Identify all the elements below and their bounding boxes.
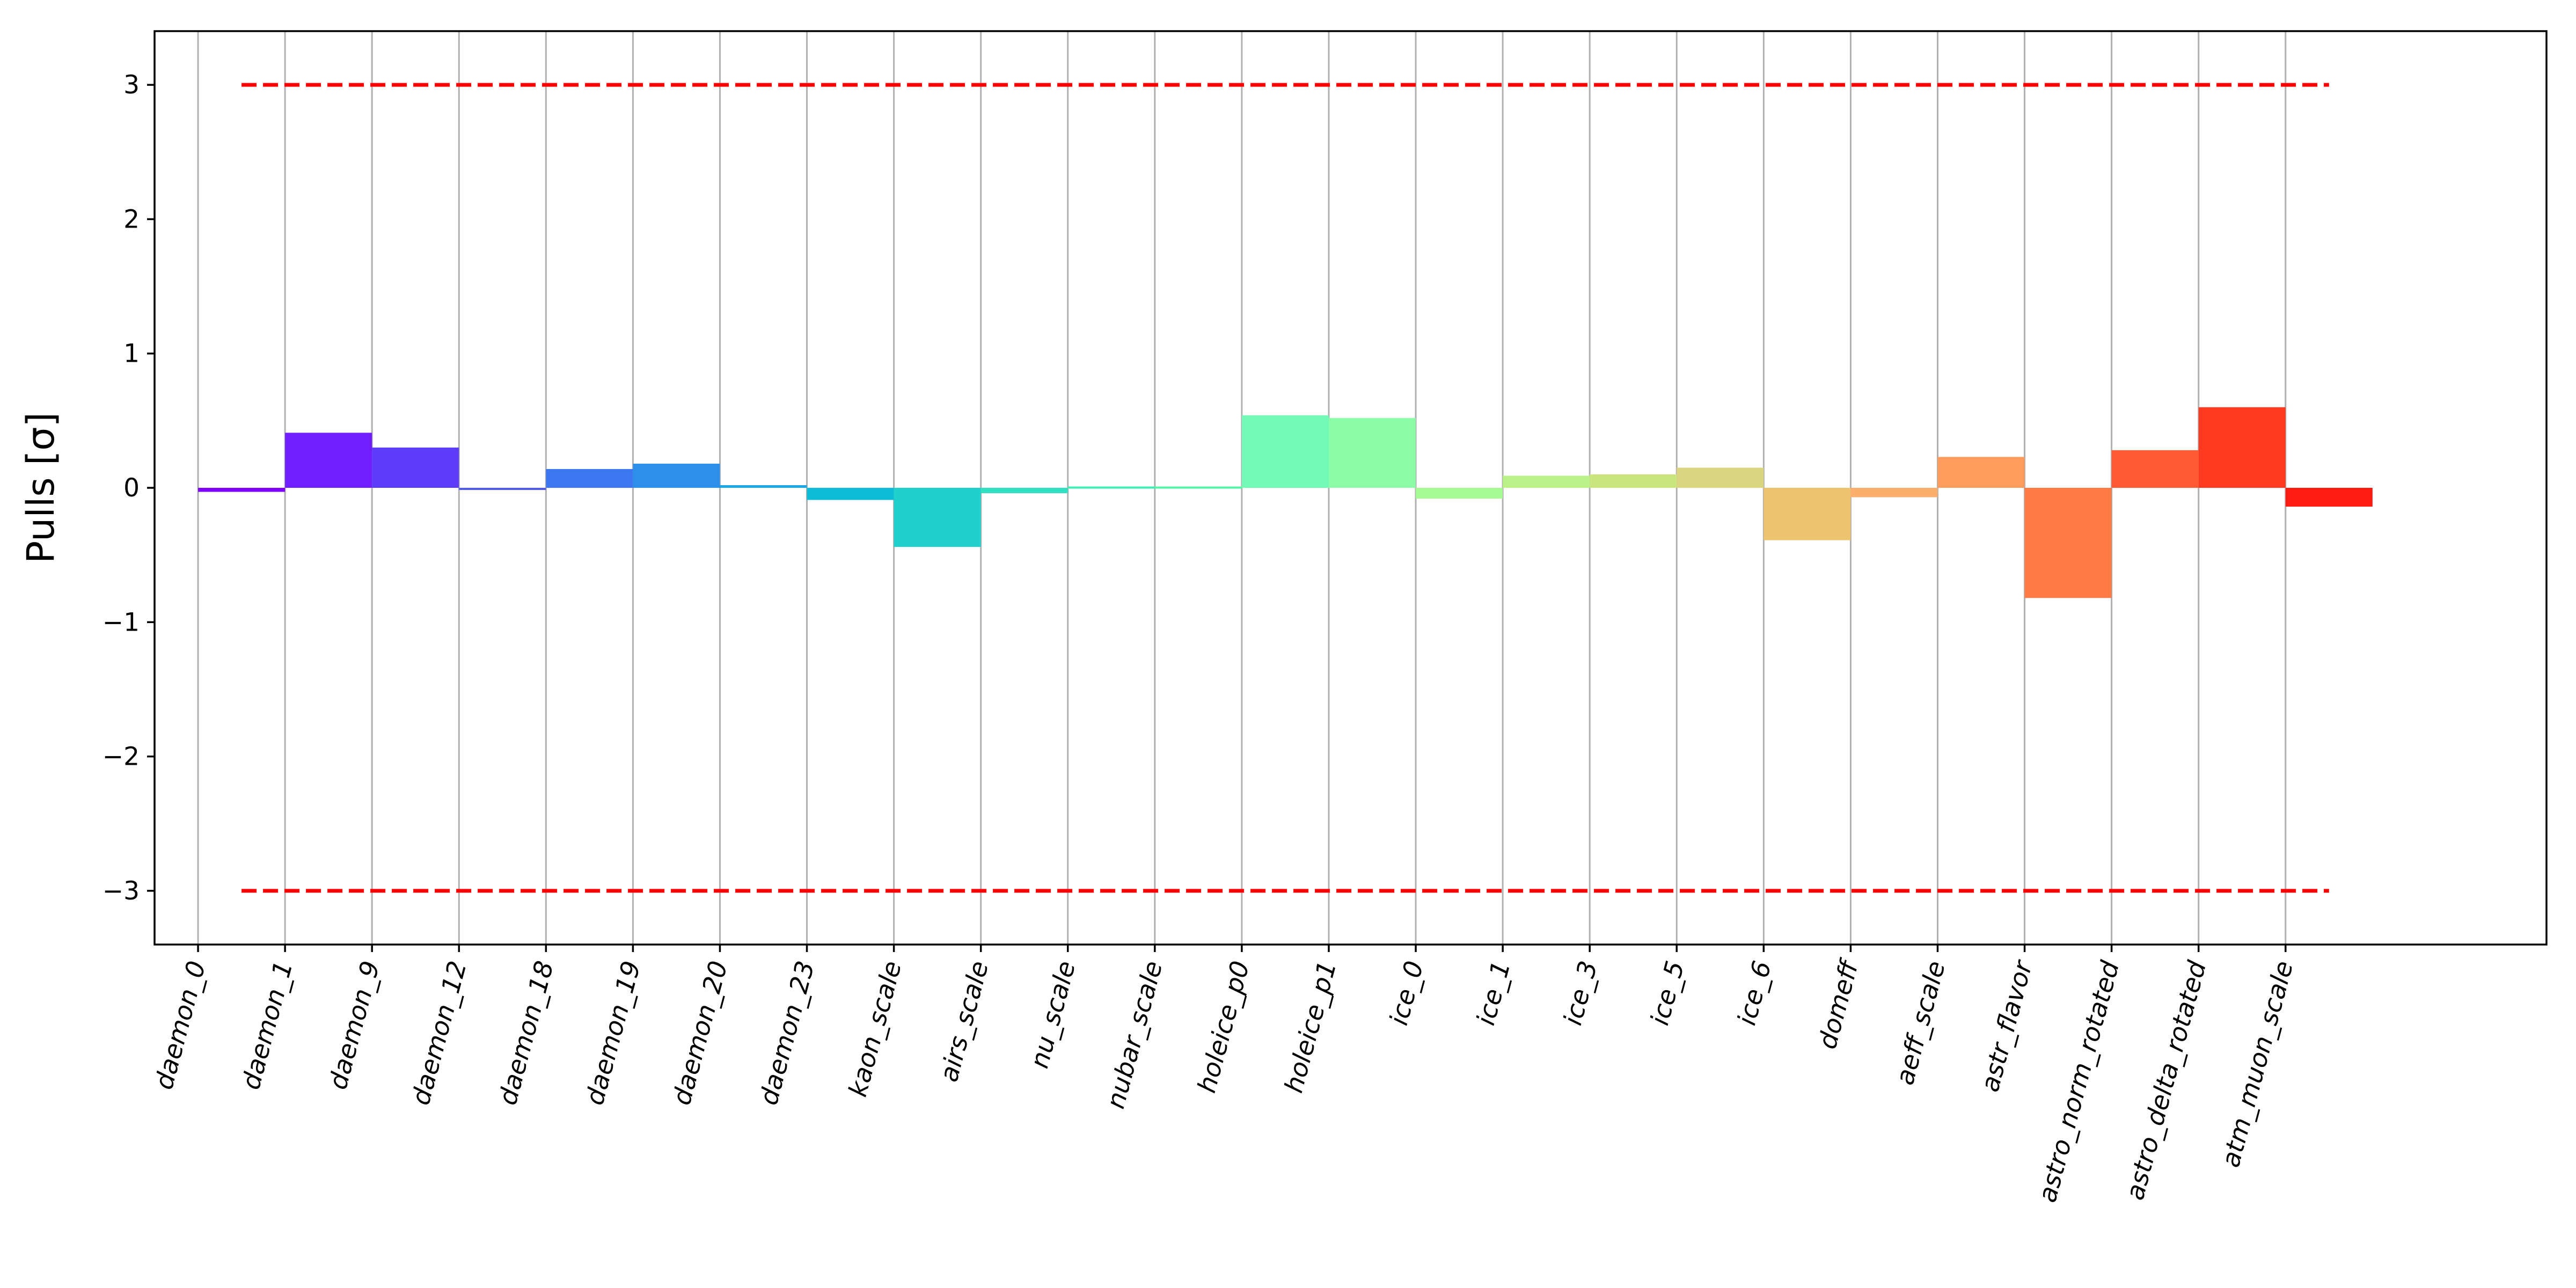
bar-ice_3: [1590, 474, 1677, 488]
bar-series: [198, 407, 2373, 598]
y-tick-label: 0: [123, 473, 140, 503]
x-tick-label: ice_1: [1471, 958, 1516, 1028]
bar-holeice_p1: [1328, 418, 1416, 488]
bar-nubar_scale: [1154, 486, 1242, 489]
bar-daemon_0: [198, 488, 286, 492]
x-tick-label: ice_3: [1558, 958, 1603, 1028]
bar-nu_scale: [1067, 486, 1155, 489]
x-tick-label: daemon_1: [236, 958, 299, 1093]
x-tick-label: astro_delta_rotated: [2120, 957, 2213, 1203]
y-tick-label: −2: [103, 742, 140, 772]
bar-ice_6: [1763, 488, 1851, 540]
bar-atm_muon_scale: [2285, 488, 2373, 507]
bar-ice_1: [1503, 475, 1590, 488]
bar-airs_scale: [980, 488, 1068, 494]
bar-astro_delta_rotated: [2198, 407, 2286, 488]
x-tick-label: ice_0: [1384, 958, 1429, 1028]
y-axis-ticks: −3 −2 −1 0 1 2 3: [103, 70, 155, 906]
bar-daemon_18: [546, 469, 633, 488]
bar-daemon_1: [285, 433, 372, 488]
x-tick-label: nubar_scale: [1101, 958, 1168, 1112]
x-tick-label: daemon_20: [667, 958, 734, 1108]
bar-ice_5: [1677, 467, 1764, 488]
x-tick-label: astro_norm_rotated: [2032, 957, 2125, 1206]
x-tick-label: airs_scale: [934, 958, 995, 1085]
x-axis-ticks: daemon_0 daemon_1 daemon_9 daemon_12 daemon_…: [149, 945, 2299, 1205]
bar-daemon_20: [720, 485, 807, 488]
bar-astr_flavor: [2024, 488, 2112, 598]
bar-aeff_scale: [1937, 457, 2025, 488]
x-tick-label: astr_flavor: [1975, 956, 2038, 1095]
bar-holeice_p0: [1241, 415, 1329, 488]
bar-astro_norm_rotated: [2111, 450, 2199, 488]
x-tick-label: atm_muon_scale: [2216, 958, 2299, 1170]
bar-kaon_scale: [894, 488, 981, 547]
y-axis-title: Pulls [σ]: [19, 412, 63, 564]
x-tick-label: nu_scale: [1024, 958, 1081, 1071]
y-tick-label: −1: [103, 608, 140, 637]
x-tick-label: domeff: [1813, 955, 1865, 1052]
y-tick-label: −3: [103, 876, 140, 906]
bar-daemon_19: [633, 463, 720, 488]
x-tick-label: daemon_19: [580, 958, 647, 1108]
x-tick-label: kaon_scale: [843, 958, 908, 1100]
bar-domeff: [1850, 488, 1938, 497]
x-tick-label: daemon_12: [406, 958, 472, 1108]
x-tick-label: holeice_p0: [1192, 958, 1255, 1096]
x-tick-label: ice_6: [1732, 958, 1777, 1028]
x-tick-label: daemon_0: [149, 958, 212, 1093]
bar-daemon_23: [807, 488, 894, 500]
x-tick-label: aeff_scale: [1890, 958, 1951, 1088]
x-tick-label: daemon_9: [323, 958, 386, 1093]
x-tick-label: daemon_18: [493, 958, 560, 1108]
y-tick-label: 2: [123, 204, 140, 234]
bar-ice_0: [1416, 488, 1503, 499]
x-tick-label: holeice_p1: [1279, 958, 1342, 1096]
y-tick-label: 1: [123, 339, 140, 369]
x-tick-label: ice_5: [1645, 958, 1690, 1028]
y-tick-label: 3: [123, 70, 140, 100]
x-tick-label: daemon_23: [754, 958, 821, 1108]
bar-daemon_12: [459, 488, 546, 490]
reference-lines: [241, 83, 2329, 893]
bar-daemon_9: [372, 447, 459, 488]
